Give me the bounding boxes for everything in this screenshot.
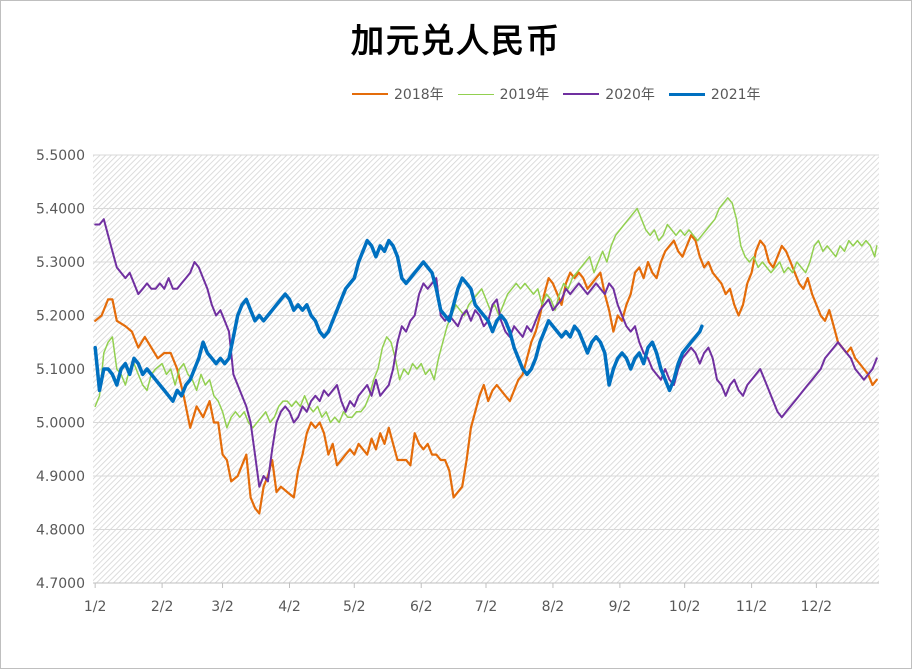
x-tick-label: 10/2 xyxy=(669,599,700,615)
x-tick-label: 9/2 xyxy=(609,599,632,615)
y-tick-label: 5.0000 xyxy=(36,416,85,432)
x-tick-label: 11/2 xyxy=(736,599,767,615)
legend-label: 2019年 xyxy=(499,87,550,103)
chart-title: 加元兑人民币 xyxy=(351,21,561,60)
legend-item-2: 2019年 xyxy=(457,84,550,104)
series-line-3 xyxy=(94,218,878,488)
chart-legend: 2018年 2019年 2020年 2021年 xyxy=(352,84,775,104)
y-tick-label: 5.1000 xyxy=(36,362,85,378)
y-tick-label: 4.9000 xyxy=(36,469,85,485)
legend-swatch xyxy=(563,93,600,95)
series-line-2 xyxy=(94,197,878,429)
x-tick-label: 12/2 xyxy=(801,599,832,615)
series-line-4 xyxy=(93,238,704,403)
x-tick-label: 4/2 xyxy=(278,599,301,615)
x-tick-label: 7/2 xyxy=(475,599,498,615)
y-tick-label: 4.7000 xyxy=(36,576,85,592)
legend-item-1: 2018年 xyxy=(352,84,444,104)
legend-swatch xyxy=(352,93,388,95)
y-tick-label: 4.8000 xyxy=(36,523,85,539)
legend-label: 2021年 xyxy=(710,87,761,103)
y-tick-label: 5.2000 xyxy=(36,309,85,325)
legend-swatch xyxy=(668,92,705,96)
legend-label: 2018年 xyxy=(394,87,444,103)
legend-item-3: 2020年 xyxy=(563,84,655,104)
axes: 4.7000 4.8000 4.9000 5.0000 5.1000 5.2000 5.30… xyxy=(36,148,879,615)
x-tick-label: 1/2 xyxy=(84,599,107,615)
y-tick-label: 5.5000 xyxy=(36,148,85,164)
x-tick-label: 5/2 xyxy=(343,599,366,615)
y-tick-label: 5.3000 xyxy=(36,255,85,271)
legend-swatch xyxy=(457,93,494,95)
x-tick-label: 3/2 xyxy=(211,599,234,615)
y-tick-label: 5.4000 xyxy=(36,202,85,218)
x-tick-label: 2/2 xyxy=(151,599,174,615)
legend-item-4: 2021年 xyxy=(668,84,761,104)
x-tick-label: 8/2 xyxy=(542,599,565,615)
x-tick-label: 6/2 xyxy=(410,599,433,615)
series-group xyxy=(93,197,878,515)
legend-label: 2020年 xyxy=(605,87,655,103)
